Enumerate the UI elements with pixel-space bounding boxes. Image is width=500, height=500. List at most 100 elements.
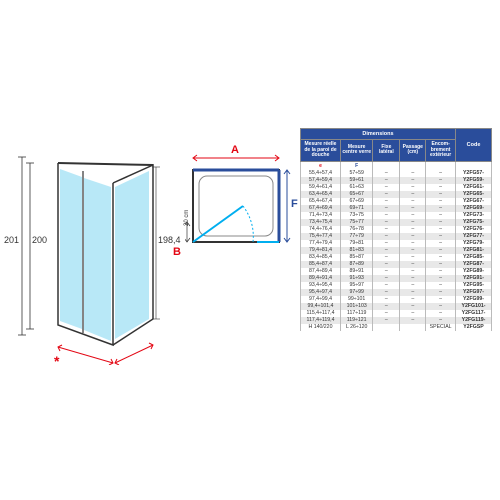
- cell: 99÷101: [340, 296, 372, 303]
- cell: 91÷93: [340, 275, 372, 282]
- perspective-drawing: 201 200 198,4 *: [18, 135, 168, 365]
- table-row: 93,4÷95,495÷97–––Y2FG95-: [301, 282, 492, 289]
- cell: –: [400, 275, 426, 282]
- cell: 87÷89: [340, 261, 372, 268]
- table-row: 67,4÷69,469÷71–––Y2FG69-: [301, 205, 492, 212]
- cell-code: Y2FG117-: [456, 310, 492, 317]
- th-mesure-reelle: Mesure réelle de la paroi de douche: [301, 140, 341, 162]
- cell: –: [373, 219, 400, 226]
- cell: –: [400, 268, 426, 275]
- cell: [373, 324, 400, 331]
- cell: 83,4÷85,4: [301, 254, 341, 261]
- cell-code: Y2FG91-: [456, 275, 492, 282]
- cell: –: [400, 170, 426, 177]
- cell: –: [400, 219, 426, 226]
- subhead-f: F: [340, 161, 372, 170]
- cell: –: [400, 261, 426, 268]
- cell: –: [400, 289, 426, 296]
- table-row: 55,4÷57,457÷59–––Y2FG57-: [301, 170, 492, 177]
- cell: –: [373, 261, 400, 268]
- table-row: 73,4÷75,475÷77–––Y2FG75-: [301, 219, 492, 226]
- cell: 75÷77: [340, 219, 372, 226]
- table-row: 83,4÷85,485÷87–––Y2FG85-: [301, 254, 492, 261]
- cell: –: [373, 240, 400, 247]
- cell: 73,4÷75,4: [301, 219, 341, 226]
- page: 201 200 198,4 *: [0, 0, 500, 500]
- table-row: 71,4÷73,473÷75–––Y2FG73-: [301, 212, 492, 219]
- th-code: Code: [456, 129, 492, 162]
- cell: –: [426, 212, 456, 219]
- cell: 87,4÷89,4: [301, 268, 341, 275]
- cell-code: Y2FG76-: [456, 226, 492, 233]
- table-row: 87,4÷89,489÷91–––Y2FG89-: [301, 268, 492, 275]
- cell: 59,4÷61,4: [301, 184, 341, 191]
- cell: –: [426, 275, 456, 282]
- cell-code: Y2FG61-: [456, 184, 492, 191]
- cell: 101÷103: [340, 303, 372, 310]
- cell: [400, 324, 426, 331]
- cell: 74,4÷76,4: [301, 226, 341, 233]
- cell: –: [426, 282, 456, 289]
- cell: –: [400, 198, 426, 205]
- cell: –: [400, 184, 426, 191]
- cell: 89,4÷91,4: [301, 275, 341, 282]
- cell: –: [426, 198, 456, 205]
- cell: –: [400, 233, 426, 240]
- table-row: 77,4÷79,479÷81–––Y2FG79-: [301, 240, 492, 247]
- table-row-footer: H 140/220L 26÷120SPECIALY2FGSP: [301, 324, 492, 331]
- cell: –: [426, 177, 456, 184]
- cell: 117÷119: [340, 310, 372, 317]
- cell: –: [426, 317, 456, 324]
- cell-code: Y2FG69-: [456, 205, 492, 212]
- cell: 59÷61: [340, 177, 372, 184]
- cell-code: Y2FG85-: [456, 254, 492, 261]
- cell-code: Y2FG67-: [456, 198, 492, 205]
- cell: –: [400, 177, 426, 184]
- label-B: B: [173, 246, 181, 258]
- table-row: 89,4÷91,491÷93–––Y2FG91-: [301, 275, 492, 282]
- label-20cm: 20 cm: [184, 210, 190, 226]
- cell: –: [400, 296, 426, 303]
- cell: –: [373, 198, 400, 205]
- th-encombrement: Encom-brement extérieur: [426, 140, 456, 162]
- cell-code: Y2FG65-: [456, 191, 492, 198]
- cell-code: Y2FG81-: [456, 247, 492, 254]
- th-passage: Passage (cm): [400, 140, 426, 162]
- cell: –: [426, 268, 456, 275]
- subhead-e: e: [301, 161, 341, 170]
- cell-code: Y2FG77-: [456, 233, 492, 240]
- table-row: 99,4÷101,4101÷103–––Y2FG101-: [301, 303, 492, 310]
- cell: 65,4÷67,4: [301, 198, 341, 205]
- cell: –: [426, 184, 456, 191]
- cell: 89÷91: [340, 268, 372, 275]
- cell: –: [373, 310, 400, 317]
- cell-code: Y2FG79-: [456, 240, 492, 247]
- cell-code: Y2FG89-: [456, 268, 492, 275]
- cell: H 140/220: [301, 324, 341, 331]
- cell-code: Y2FGSP: [456, 324, 492, 331]
- cell: 57÷59: [340, 170, 372, 177]
- th-fixe: Fixe latéral: [373, 140, 400, 162]
- th-dimensions: Dimensions: [301, 129, 456, 140]
- cell-code: Y2FG101-: [456, 303, 492, 310]
- cell: 73÷75: [340, 212, 372, 219]
- cell: –: [400, 282, 426, 289]
- cell: 71,4÷73,4: [301, 212, 341, 219]
- cell-code: Y2FG97-: [456, 289, 492, 296]
- table-row: 117,4÷119,4119÷121–––Y2FG119-: [301, 317, 492, 324]
- table-row: 65,4÷67,467÷69–––Y2FG67-: [301, 198, 492, 205]
- table-row: 85,4÷87,487÷89–––Y2FG87-: [301, 261, 492, 268]
- cell: 61÷63: [340, 184, 372, 191]
- cell: 69÷71: [340, 205, 372, 212]
- cell: SPECIAL: [426, 324, 456, 331]
- cell: –: [373, 282, 400, 289]
- cell-code: Y2FG87-: [456, 261, 492, 268]
- cell-code: Y2FG59-: [456, 177, 492, 184]
- table-row: 74,4÷76,476÷78–––Y2FG76-: [301, 226, 492, 233]
- cell: 97,4÷99,4: [301, 296, 341, 303]
- cell: –: [400, 310, 426, 317]
- cell: 79÷81: [340, 240, 372, 247]
- cell: –: [426, 261, 456, 268]
- cell: 93,4÷95,4: [301, 282, 341, 289]
- th-mesure-centre: Mesure centre verre: [340, 140, 372, 162]
